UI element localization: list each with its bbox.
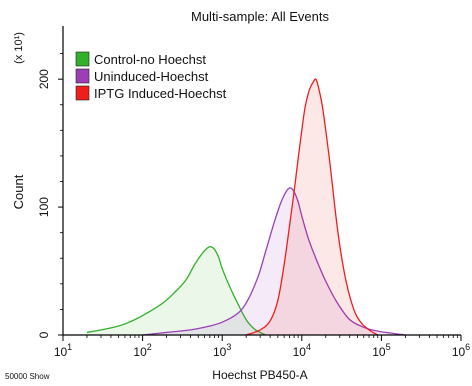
series-area-uninduced-hoechst <box>142 187 406 335</box>
series-line-uninduced-hoechst <box>142 187 406 336</box>
legend-swatch <box>75 51 90 67</box>
y-tick-label: 200 <box>37 69 51 89</box>
footnote: 50000 Show <box>5 372 50 381</box>
x-tick-label: 106 <box>452 342 470 359</box>
series-area-iptg-induced-hoechst <box>246 79 378 335</box>
series-iptg-induced-hoechst <box>245 78 379 336</box>
series-line-control-no-hoechst <box>86 246 266 336</box>
series-control-no-hoechst <box>86 246 266 336</box>
legend-item-uninduced-hoechst: Uninduced-Hoechst <box>75 68 209 84</box>
series-line-iptg-induced-hoechst <box>245 78 379 336</box>
x-axis-label: Hoechst PB450-A <box>212 368 307 382</box>
y-tick-label: 0 <box>37 331 51 338</box>
y-multiplier-label: (x 10¹) <box>13 32 25 64</box>
legend-item-control-no-hoechst: Control-no Hoechst <box>75 51 206 67</box>
legend-label: Control-no Hoechst <box>94 52 206 67</box>
legend-item-iptg-induced-hoechst: IPTG Induced-Hoechst <box>75 85 227 101</box>
legend: Control-no Hoechst Uninduced-Hoechst IPTG … <box>75 51 227 101</box>
axes: 101 102 103 104 105 106 0 100 200 <box>37 26 470 359</box>
y-tick-label: 100 <box>37 197 51 217</box>
x-tick-label: 101 <box>54 342 72 359</box>
legend-swatch <box>75 85 90 101</box>
x-tick-label: 104 <box>293 342 311 359</box>
x-tick-label: 103 <box>213 342 231 359</box>
series-uninduced-hoechst <box>142 187 406 336</box>
chart-title: Multi-sample: All Events <box>191 9 329 24</box>
series-layer <box>86 78 406 336</box>
legend-label: Uninduced-Hoechst <box>94 69 209 84</box>
legend-label: IPTG Induced-Hoechst <box>94 86 227 101</box>
series-area-control-no-hoechst <box>86 246 266 335</box>
y-axis-label: Count <box>11 174 26 209</box>
legend-swatch <box>75 68 90 84</box>
x-tick-label: 102 <box>133 342 151 359</box>
x-tick-label: 105 <box>372 342 390 359</box>
